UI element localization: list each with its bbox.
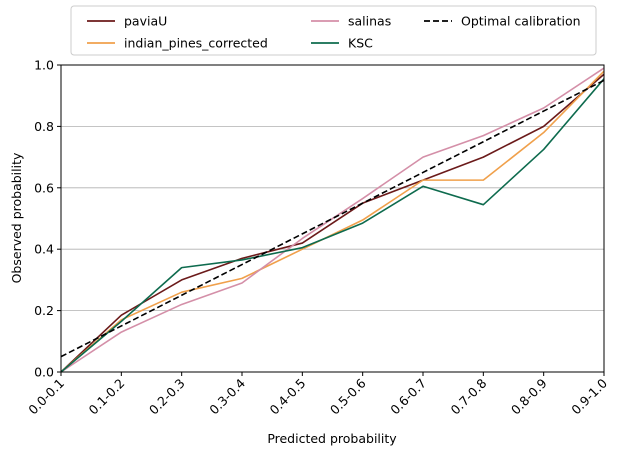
x-tick-label-7: 0.7-0.8 — [448, 375, 490, 417]
x-tick-label-3: 0.3-0.4 — [206, 375, 248, 417]
legend-label-3: KSC — [348, 36, 373, 51]
plot-frame — [60, 64, 605, 373]
x-tick-label-8: 0.8-0.9 — [508, 375, 550, 417]
series-line-3 — [60, 78, 605, 373]
y-tick-label-2: 0.4 — [34, 242, 54, 257]
x-tick-label-2: 0.2-0.3 — [146, 376, 188, 418]
y-tick-label-1: 0.2 — [34, 303, 54, 318]
legend-label-1: indian_pines_corrected — [124, 36, 268, 51]
legend: paviaU indian_pines_corrected salinas KSC Op… — [70, 5, 597, 56]
series-lines — [60, 67, 605, 373]
y-tick-label-0: 0.0 — [34, 365, 54, 380]
x-axis-ticks: 0.0-0.1 0.1-0.2 0.2-0.3 0.3-0.4 0.4-0.5 0.5-0… — [25, 372, 610, 417]
x-tick-label-0: 0.0-0.1 — [25, 376, 67, 418]
y-tick-label-4: 0.8 — [34, 119, 54, 134]
series-line-2 — [60, 67, 605, 373]
series-line-4 — [60, 79, 605, 358]
x-tick-label-6: 0.6-0.7 — [387, 376, 429, 418]
x-tick-label-1: 0.1-0.2 — [86, 376, 128, 418]
series-line-1 — [60, 70, 605, 373]
y-axis-ticks: 0.0 0.2 0.4 0.6 0.8 1.0 — [34, 58, 61, 380]
y-tick-label-3: 0.6 — [34, 180, 54, 195]
x-tick-label-5: 0.5-0.6 — [327, 375, 369, 417]
y-tick-label-5: 1.0 — [34, 58, 54, 73]
legend-label-2: salinas — [348, 14, 391, 29]
series-line-0 — [60, 73, 605, 373]
legend-label-4: Optimal calibration — [461, 14, 581, 29]
x-axis-label: Predicted probability — [267, 431, 397, 446]
x-tick-label-4: 0.4-0.5 — [267, 376, 309, 418]
y-axis-label: Observed probability — [9, 152, 24, 283]
legend-frame — [70, 5, 597, 56]
legend-label-0: paviaU — [124, 14, 167, 29]
x-tick-label-9: 0.9-1.0 — [568, 375, 610, 417]
